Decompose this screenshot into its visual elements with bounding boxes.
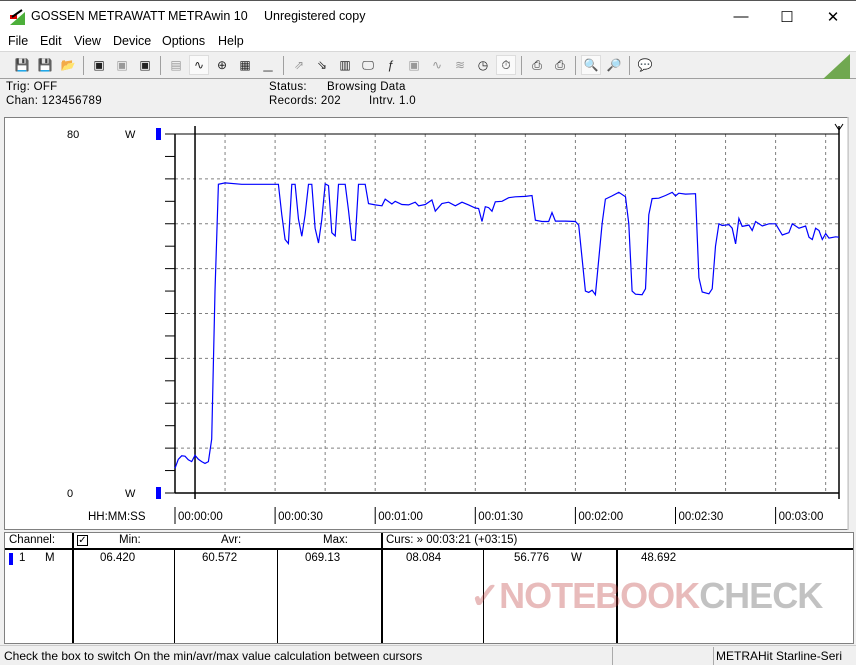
interval: Intrv. 1.0 <box>369 95 416 107</box>
power-series-line <box>174 182 840 469</box>
save-icon[interactable]: 💾 <box>14 58 30 72</box>
x-tick-label: 00:02:30 <box>679 511 724 523</box>
records-count: Records: 202 <box>269 95 341 107</box>
comment-icon[interactable]: 💬 <box>637 58 653 72</box>
zoom-graph-icon[interactable]: 🔍 <box>581 55 601 75</box>
status-device: METRAHit Starline-Seri <box>716 649 843 663</box>
formula-icon[interactable]: ƒ <box>387 58 395 72</box>
brand-title: GOSSEN METRAWATT <box>31 9 166 23</box>
device-read-icon[interactable]: ▣ <box>93 58 105 72</box>
menu-view[interactable]: View <box>74 34 101 48</box>
title-bar: GOSSEN METRAWATT METRAwin 10 Unregistere… <box>0 0 856 32</box>
row-channel-number: 1 <box>19 552 26 564</box>
app-title: METRAwin 10 <box>168 9 248 23</box>
x-tick-label: 00:00:00 <box>178 511 223 523</box>
maximize-button[interactable]: ☐ <box>780 8 794 26</box>
row-cursor-diff: 48.692 <box>641 552 677 564</box>
menu-options[interactable]: Options <box>162 34 206 48</box>
menu-file[interactable]: File <box>8 34 29 48</box>
trigger-status: Trig: OFF <box>6 81 58 93</box>
app-logo-icon <box>10 9 25 25</box>
row-avr: 60.572 <box>202 552 238 564</box>
header-channel: Channel: <box>9 534 56 546</box>
channel-marker-top <box>156 128 161 140</box>
statistics-table: Channel: ✓ Min: Avr: Max: Curs: » 00:03:… <box>4 532 854 644</box>
monitor-icon[interactable]: 🖵 <box>362 57 374 72</box>
cursor-handle-icon <box>834 123 844 131</box>
data-logger-icon[interactable]: ▥ <box>339 58 351 72</box>
header-max: Max: <box>323 534 348 546</box>
toolbar-separator <box>521 56 522 75</box>
toolbar-separator <box>160 56 161 75</box>
toolbar-separator <box>83 56 84 75</box>
crosshair-icon[interactable]: ⊕ <box>216 58 228 72</box>
wave-pattern-icon[interactable]: ≋ <box>454 58 466 72</box>
x-tick-label: 00:01:00 <box>378 511 423 523</box>
header-cursor: Curs: » 00:03:21 (+03:15) <box>386 534 518 546</box>
minimize-button[interactable]: — <box>733 8 749 25</box>
channel-marker-bottom <box>156 487 161 499</box>
open-folder-icon[interactable]: 📂 <box>60 58 76 72</box>
status-hint: Check the box to switch On the min/avr/m… <box>4 649 423 663</box>
header-avr: Avr: <box>221 534 242 546</box>
menu-bar: File Edit View Device Options Help <box>0 32 856 51</box>
scrollbar[interactable] <box>848 117 856 530</box>
status-bar: Check the box to switch On the min/avr/m… <box>0 645 856 665</box>
print-preview-icon[interactable]: ⎙ <box>532 57 542 72</box>
table-icon[interactable]: ▦ <box>239 58 251 72</box>
y-unit-label-top: W <box>125 129 136 141</box>
import-icon[interactable]: ⇘ <box>316 58 328 72</box>
menu-help[interactable]: Help <box>218 34 244 48</box>
print-icon[interactable]: ⎙ <box>555 57 565 72</box>
menu-device[interactable]: Device <box>113 34 152 48</box>
toolbar: 💾 💾 📂 ▣ ▣ ▣ ▤ ∿ ⊕ ▦ ▁ ⇗ ⇘ ▥ 🖵 ƒ ▣ ∿ ≋ ◷ ⏱ ⎙ ⎙ 🔍 🔎 💬 <box>0 51 856 79</box>
chart-panel[interactable]: 80 0 W W HH:MM:SS 00:00:00 00:00:30 00:01:00 00:… <box>4 117 848 530</box>
status-value: Browsing Data <box>327 81 406 93</box>
zoom-wave-icon[interactable]: 🔎 <box>606 58 622 72</box>
row-channel-type: M <box>45 552 55 564</box>
row-max: 069.13 <box>305 552 341 564</box>
resize-grip-icon <box>823 54 850 79</box>
row-min: 06.420 <box>100 552 136 564</box>
x-tick-label: 00:01:30 <box>478 511 523 523</box>
export-icon[interactable]: ⇗ <box>293 58 305 72</box>
info-panel: Trig: OFF Chan: 123456789 Status: Browsi… <box>0 80 856 114</box>
display-numeric-icon[interactable]: ▤ <box>170 58 182 72</box>
y-max-label: 80 <box>67 129 79 141</box>
display-graph-icon[interactable]: ∿ <box>189 55 209 75</box>
device-memory-icon[interactable]: ▣ <box>139 58 151 72</box>
save-as-icon[interactable]: 💾 <box>37 58 53 72</box>
menu-edit[interactable]: Edit <box>40 34 62 48</box>
row-cursor-2: 56.776 <box>514 552 550 564</box>
header-min: Min: <box>119 534 141 546</box>
stopwatch-icon[interactable]: ⏱ <box>496 55 516 75</box>
row-cursor-1: 08.084 <box>406 552 442 564</box>
x-axis-label: HH:MM:SS <box>88 511 146 523</box>
device-transfer-icon[interactable]: ▣ <box>116 58 128 72</box>
row-unit: W <box>571 552 582 564</box>
clock-icon[interactable]: ◷ <box>477 58 489 72</box>
status-label: Status: <box>269 81 307 93</box>
minmax-checkbox[interactable]: ✓ <box>77 535 88 546</box>
close-button[interactable]: ✕ <box>826 8 840 26</box>
channel-list: Chan: 123456789 <box>6 95 102 107</box>
device-settings-icon[interactable]: ▣ <box>408 58 420 72</box>
waveform-icon[interactable]: ∿ <box>431 58 443 72</box>
x-tick-label: 00:00:30 <box>278 511 323 523</box>
license-title: Unregistered copy <box>264 9 366 23</box>
x-tick-label: 00:03:00 <box>779 511 824 523</box>
y-unit-label-bottom: W <box>125 488 136 500</box>
toolbar-separator <box>283 56 284 75</box>
bar-chart-icon[interactable]: ▁ <box>263 58 273 72</box>
y-min-label: 0 <box>67 488 73 500</box>
x-tick-label: 00:02:00 <box>578 511 623 523</box>
toolbar-separator <box>575 56 576 75</box>
toolbar-separator <box>629 56 630 75</box>
channel-color-marker <box>9 553 13 565</box>
